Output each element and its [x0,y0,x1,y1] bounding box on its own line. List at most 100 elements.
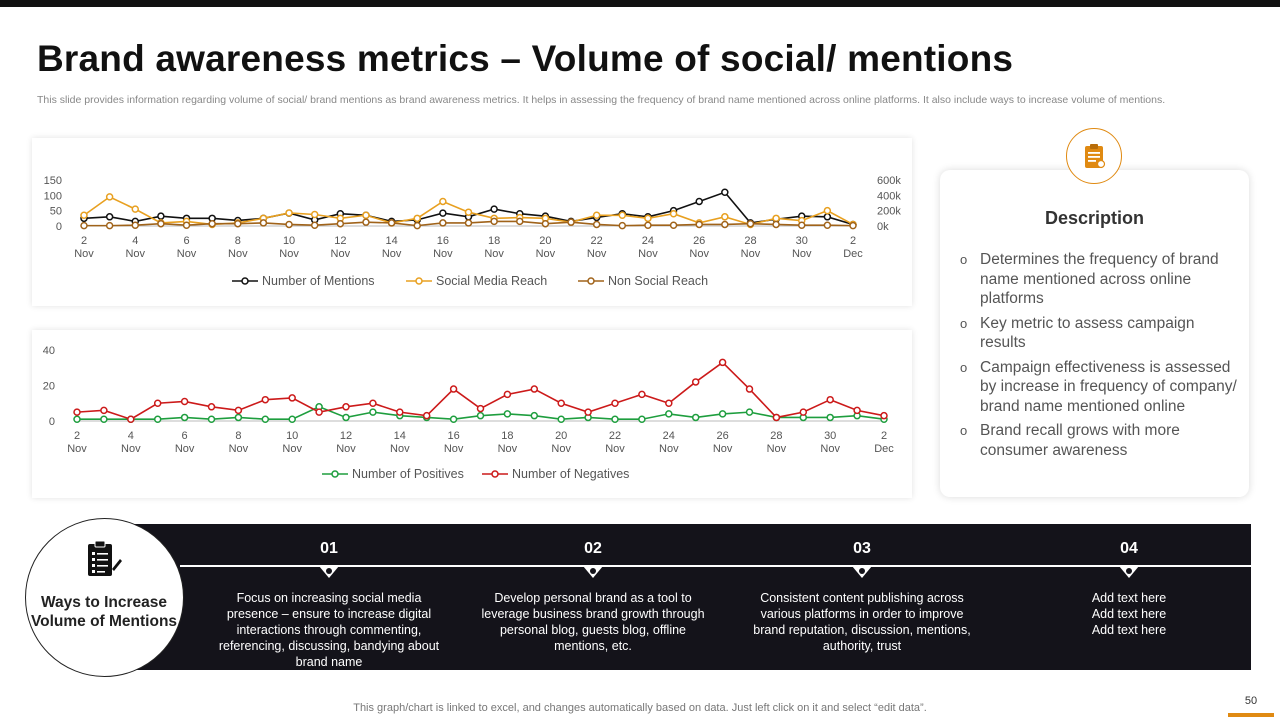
data-point [695,197,703,206]
data-point [530,385,539,393]
data-point [439,209,447,217]
data-point [182,221,191,229]
data-point [669,221,678,229]
data-point [285,220,293,229]
data-point [449,415,458,423]
x-tick-label: 8 [235,235,241,247]
description-item: Key metric to assess campaign results [960,314,1240,353]
data-point [797,221,806,229]
step-3: 03 Consistent content publishing across … [747,540,977,654]
x-tick-label: 14 [385,235,397,247]
data-point [611,399,619,407]
x-tick-label: Nov [820,443,840,455]
data-point [718,410,727,418]
data-point [413,214,421,223]
data-point [80,221,88,230]
pin-icon [852,566,872,578]
x-tick-label: 16 [447,430,459,442]
data-point [73,408,81,416]
data-point [644,214,652,223]
data-point [153,415,162,423]
data-point [721,188,729,197]
x-tick-label: 14 [394,430,406,442]
y2-tick-label: 0k [877,221,889,233]
data-point [799,408,808,416]
x-tick-label: Nov [125,248,145,260]
x-tick-label: Nov [175,443,195,455]
legend-label: Number of Negatives [512,467,629,481]
pin-icon [319,566,339,578]
data-point [490,205,498,213]
data-point [665,410,673,418]
legend-swatch-marker [241,277,249,285]
x-tick-label: Nov [689,248,709,260]
x-tick-label: Nov [741,248,761,260]
data-point [131,221,140,229]
data-point [772,214,780,223]
top-bar [0,0,1280,7]
data-point [422,411,431,420]
x-tick-label: 10 [286,430,298,442]
x-tick-label: 22 [591,235,603,247]
data-point [105,193,114,201]
data-point [772,220,780,229]
step-number: 04 [1120,540,1138,557]
x-tick-label: 28 [744,235,756,247]
y-tick-label: 20 [43,381,55,393]
x-tick-label: 10 [283,235,295,247]
x-tick-label: Nov [67,443,87,455]
step-text: Develop personal brand as a tool to leve… [481,591,705,653]
data-point [618,221,627,230]
data-point [557,399,565,407]
data-point [336,219,345,228]
data-point [153,399,162,407]
sentiment-chart[interactable]: 0 20 40 2 Nov 4 Nov 6 Nov 8 Nov 10 Nov 12 Nov 14 Nov 16 No… [32,330,912,498]
x-tick-label: Nov [587,248,607,260]
data-point [691,378,700,386]
x-tick-label: 20 [555,430,567,442]
page-accent-bar [1228,713,1274,717]
mentions-chart[interactable]: 0 50 100 150 0k 200k 400k 600k 2 Nov 4 Nov 6 Nov 8 Nov 1… [32,138,912,306]
data-point [691,413,700,422]
data-point [259,219,268,227]
x-tick-label: Nov [551,443,571,455]
x-tick-label: 18 [488,235,500,247]
y2-tick-label: 400k [877,190,901,202]
data-point [826,413,834,422]
data-point [476,411,485,420]
x-tick-label: 6 [182,430,188,442]
data-point [611,415,619,423]
data-point [207,403,216,411]
x-tick-label: Nov [229,443,249,455]
step-text: Consistent content publishing across var… [753,591,971,653]
x-tick-label: Nov [444,443,464,455]
data-point [464,208,473,216]
data-point [823,206,832,215]
x-tick-label: Nov [279,248,299,260]
y2-tick-label: 600k [877,175,901,187]
data-point [503,390,512,399]
x-tick-label: 8 [235,430,241,442]
data-point [157,212,165,220]
legend-swatch-marker [331,470,339,478]
x-tick-label: Nov [659,443,679,455]
ways-band [120,524,1251,670]
description-item: Determines the frequency of brand name m… [960,250,1240,309]
data-point [721,213,729,221]
data-point [100,406,108,415]
data-point [342,413,350,422]
data-point [618,211,627,220]
x-tick-label: 4 [132,235,138,247]
data-point [746,219,755,228]
x-tick-label: Nov [713,443,733,455]
step-number: 02 [584,540,602,557]
x-tick-label: Nov [498,443,518,455]
x-tick-label: Nov [382,248,402,260]
data-point [439,197,447,206]
data-point [285,209,293,217]
x-tick-label: Nov [121,443,141,455]
data-point [369,399,377,407]
data-point [315,408,323,416]
x-tick-label: 20 [539,235,551,247]
x-tick-label: Nov [638,248,658,260]
